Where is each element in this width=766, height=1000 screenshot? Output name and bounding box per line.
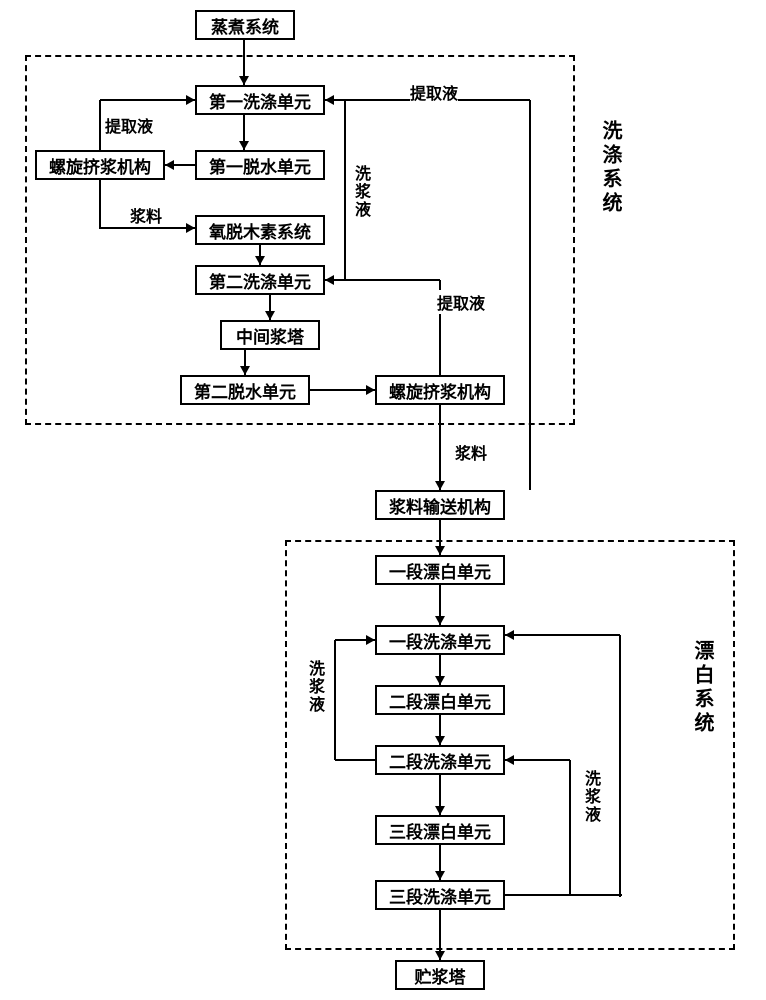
wash-stage-2-box: 二段洗涤单元 bbox=[375, 745, 505, 775]
wash-stage-3-box: 三段洗涤单元 bbox=[375, 880, 505, 910]
screw-press-2-box: 螺旋挤浆机构 bbox=[375, 375, 505, 405]
oxygen-delignification-box: 氧脱木素系统 bbox=[195, 215, 325, 245]
bw2-to-bw1-ht-head bbox=[366, 635, 375, 645]
screw1-to-oxygen-v bbox=[99, 180, 101, 229]
screw1-to-oxygen-h-label: 浆料 bbox=[130, 203, 162, 227]
wash2-to-midtower-head bbox=[265, 311, 275, 320]
screw2-to-wash2-h-head bbox=[325, 275, 334, 285]
screw1-to-wash1-extract-h bbox=[100, 99, 195, 101]
screw1-to-wash1-extract-h-label: 提取液 bbox=[105, 113, 153, 137]
screw2-down-head bbox=[435, 481, 445, 490]
screw2-to-wash2-h-label: 提取液 bbox=[437, 290, 485, 314]
pulp-conveyor-box: 浆料输送机构 bbox=[375, 490, 505, 520]
wash1-to-dewater1-head bbox=[239, 141, 249, 150]
conveyor-to-b1-head bbox=[435, 546, 445, 555]
dewater1-to-screw1-head bbox=[165, 160, 174, 170]
second-washing-unit-box: 第二洗涤单元 bbox=[195, 265, 325, 295]
screw1-to-oxygen-h bbox=[100, 227, 195, 229]
intermediate-tower-box: 中间浆塔 bbox=[220, 320, 320, 350]
bw2-to-bw1-v-label: 洗浆液 bbox=[302, 660, 326, 714]
screw2-down bbox=[439, 405, 441, 490]
screw-press-1-box: 螺旋挤浆机构 bbox=[35, 150, 165, 180]
bw3-to-bw2-ht bbox=[505, 759, 570, 761]
screw1-to-wash1-extract-h-head bbox=[186, 95, 195, 105]
screw1-to-wash1-extract-v bbox=[99, 100, 101, 150]
bw2-to-b3-head bbox=[435, 806, 445, 815]
midtower-to-dewater2-head bbox=[240, 366, 250, 375]
wash2-to-wash1-hb-label: 洗浆液 bbox=[348, 165, 372, 219]
b2-to-bw2-head bbox=[435, 736, 445, 745]
first-dewatering-unit-box: 第一脱水单元 bbox=[195, 150, 325, 180]
bw3-to-bw1-ht bbox=[505, 634, 620, 636]
bleach-stage-2-box: 二段漂白单元 bbox=[375, 685, 505, 715]
b1-to-bw1-head bbox=[435, 616, 445, 625]
wash-stage-1-box: 一段洗涤单元 bbox=[375, 625, 505, 655]
bw3-to-bw2-ht-head bbox=[505, 755, 514, 765]
oxygen-to-wash2-head bbox=[255, 256, 265, 265]
storage-tower-box: 贮浆塔 bbox=[395, 960, 485, 990]
bw2-to-bw1-v bbox=[334, 640, 336, 760]
bleaching-system-region-label: 漂白系统 bbox=[688, 640, 717, 736]
bleach-extract-to-wash1-h-label: 提取液 bbox=[410, 80, 458, 104]
bleach-stage-1-box: 一段漂白单元 bbox=[375, 555, 505, 585]
bleaching-system-region bbox=[285, 540, 735, 950]
washing-system-region-label: 洗涤系统 bbox=[596, 120, 625, 216]
cooking-system-box: 蒸煮系统 bbox=[195, 10, 295, 40]
diagram-canvas: 洗涤系统漂白系统提取液浆料洗浆液提取液提取液浆料洗浆液洗浆液蒸煮系统第一洗涤单元… bbox=[0, 0, 766, 1000]
screw1-to-oxygen-h-head bbox=[186, 223, 195, 233]
bw1-to-b2-head bbox=[435, 676, 445, 685]
bleach-stage-3-box: 三段漂白单元 bbox=[375, 815, 505, 845]
bw3-to-bw2-hb bbox=[505, 894, 570, 896]
second-dewatering-unit-box: 第二脱水单元 bbox=[180, 375, 310, 405]
first-washing-unit-box: 第一洗涤单元 bbox=[195, 85, 325, 115]
bw3-to-bw1-ht-head bbox=[505, 630, 514, 640]
bw3-to-bw2-v-label: 洗浆液 bbox=[578, 770, 602, 824]
bw3-to-bw2-v bbox=[569, 760, 571, 895]
bw2-to-bw1-hb bbox=[335, 759, 375, 761]
bw3-to-bw1-v bbox=[619, 635, 621, 897]
cook-to-wash1-head bbox=[239, 76, 249, 85]
b3-to-bw3-head bbox=[435, 871, 445, 880]
bw3-to-bw1-hb bbox=[570, 894, 622, 896]
screw2-to-wash2-h bbox=[325, 279, 440, 281]
bw3-to-storage-head bbox=[435, 951, 445, 960]
dewater2-to-screw2-head bbox=[366, 385, 375, 395]
screw2-down-label: 浆料 bbox=[455, 440, 487, 464]
bleach-extract-to-wash1-v bbox=[529, 100, 531, 490]
wash2-to-wash1-v bbox=[344, 100, 346, 280]
